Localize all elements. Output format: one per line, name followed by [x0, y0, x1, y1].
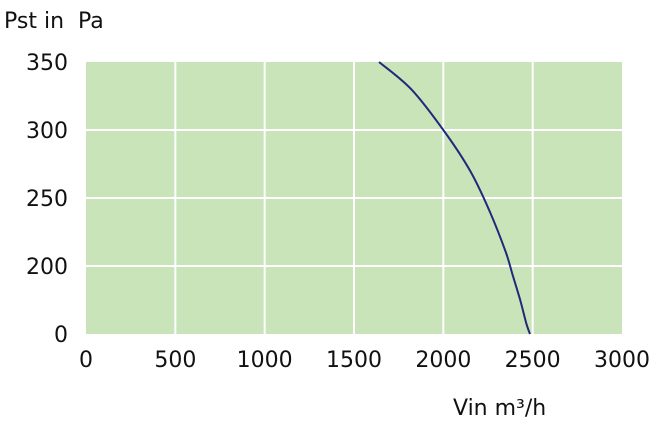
y-tick-label: 250 [26, 187, 68, 212]
x-tick-label: 1000 [237, 348, 293, 373]
series-line [378, 61, 531, 335]
y-axis-title: Pst in Pa [4, 9, 104, 34]
x-tick-label: 1500 [326, 348, 382, 373]
y-tick-label: 300 [26, 119, 68, 144]
y-tick-label: 0 [54, 323, 68, 348]
data-series [378, 61, 531, 335]
y-tick-label: 200 [26, 255, 68, 280]
x-axis-ticks: 0 500 1000 1500 2000 2500 3000 [79, 348, 650, 373]
x-tick-label: 0 [79, 348, 93, 373]
x-axis-title: Vin m³/h [453, 396, 546, 421]
y-tick-label: 350 [26, 51, 68, 76]
grid-lines [86, 62, 622, 334]
y-axis-ticks: 350 300 250 200 0 [26, 51, 68, 348]
x-tick-label: 500 [154, 348, 196, 373]
x-tick-label: 3000 [594, 348, 650, 373]
x-tick-label: 2000 [415, 348, 471, 373]
x-tick-label: 2500 [505, 348, 561, 373]
